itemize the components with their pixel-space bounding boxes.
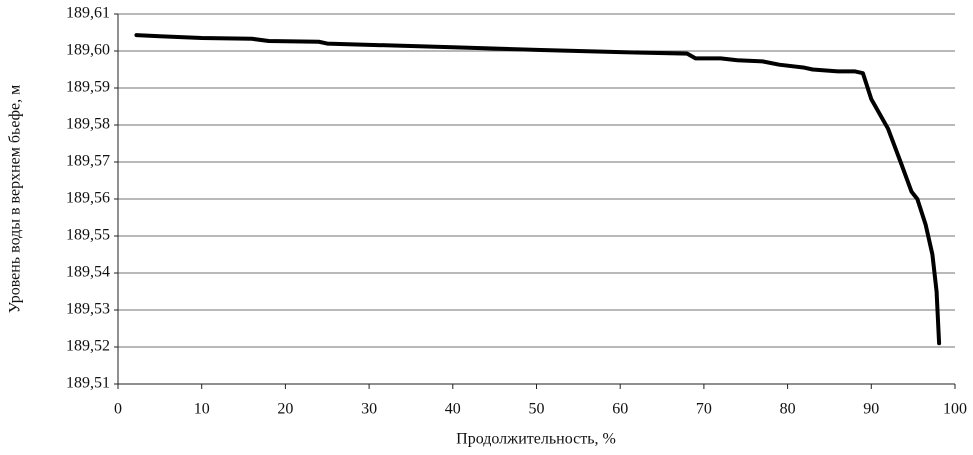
y-tick-label: 189,61 (66, 5, 110, 22)
y-tick-label: 189,54 (66, 264, 110, 281)
data-line (134, 33, 942, 346)
y-axis-label: Уровень воды в верхнем бьефе, м (7, 85, 24, 313)
y-tick-label: 189,53 (66, 301, 110, 318)
y-tick-label: 189,56 (66, 190, 110, 207)
x-tick-label: 30 (361, 401, 377, 418)
x-tick-label: 90 (863, 401, 879, 418)
x-tick-label: 70 (696, 401, 712, 418)
x-tick-label: 80 (780, 401, 796, 418)
x-tick-label: 20 (277, 401, 293, 418)
x-tick-label: 50 (529, 401, 545, 418)
y-tick-label: 189,51 (66, 375, 110, 392)
y-tick-label: 189,57 (66, 153, 110, 170)
y-tick-label: 189,58 (66, 116, 110, 133)
y-tick-label: 189,52 (66, 338, 110, 355)
x-tick-label: 60 (612, 401, 628, 418)
x-tick-label: 0 (114, 401, 122, 418)
y-tick-label: 189,55 (66, 227, 110, 244)
y-tick-label: 189,59 (66, 79, 110, 96)
x-tick-label: 10 (194, 401, 210, 418)
x-tick-label: 100 (943, 401, 967, 418)
x-tick-label: 40 (445, 401, 461, 418)
y-tick-label: 189,60 (66, 42, 110, 59)
x-axis-label: Продолжительность, % (456, 431, 616, 448)
